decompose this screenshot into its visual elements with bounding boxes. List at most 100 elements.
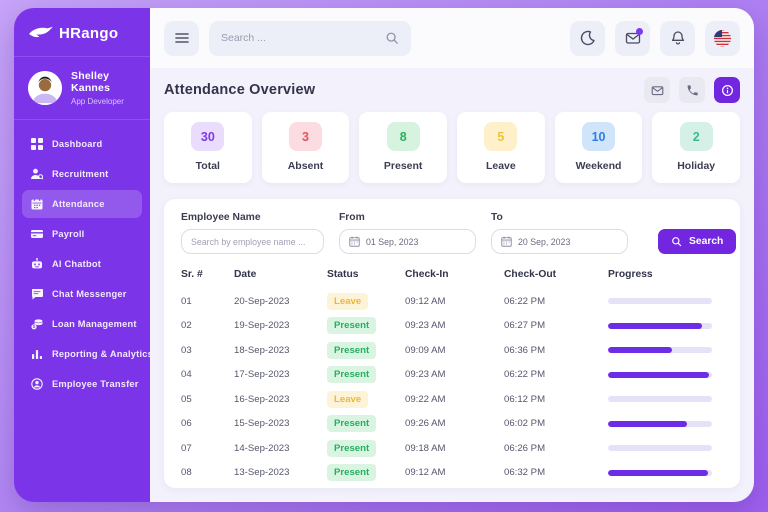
cell-sr: 08	[181, 467, 192, 479]
status-badge: Leave	[327, 292, 369, 310]
sidebar-item-chat-messenger[interactable]: Chat Messenger	[22, 280, 142, 308]
cell-status: Present	[327, 366, 405, 384]
bird-logo-icon	[29, 26, 53, 37]
messages-button[interactable]	[615, 20, 650, 56]
progress-track	[608, 469, 712, 476]
user-role: App Developer	[71, 97, 124, 106]
stat-card-absent: 3 Absent	[261, 112, 350, 183]
bell-icon	[671, 31, 684, 45]
progress-bar	[608, 371, 709, 378]
column-header-check-in: Check-In	[405, 269, 449, 280]
employee-name-input[interactable]	[191, 236, 314, 247]
sidebar-item-label: Employee Transfer	[52, 379, 139, 389]
dark-mode-button[interactable]	[570, 20, 605, 56]
email-action-button[interactable]	[644, 77, 670, 103]
language-button[interactable]	[705, 20, 740, 56]
sidebar-nav: Dashboard Recruitment Attendance Payroll…	[14, 120, 153, 408]
stat-value: 8	[386, 122, 420, 151]
employee-name-field[interactable]	[181, 229, 324, 254]
sidebar-item-recruitment[interactable]: Recruitment	[22, 160, 142, 188]
to-date-filter: To	[491, 212, 628, 254]
main-panel: Attendance Overview 30 Total	[150, 68, 754, 502]
column-header-sr: Sr. #	[181, 269, 203, 280]
status-badge: Present	[327, 317, 377, 335]
menu-button[interactable]	[164, 20, 199, 56]
menu-icon	[174, 33, 189, 43]
cell-sr: 03	[181, 344, 192, 356]
cell-status: Present	[327, 341, 405, 359]
sidebar-item-employee-transfer[interactable]: Employee Transfer	[22, 370, 142, 398]
payroll-icon	[31, 230, 43, 238]
cell-date: 15-Sep-2023	[234, 418, 290, 430]
column-header-progress: Progress	[608, 269, 653, 280]
search-input[interactable]	[221, 32, 377, 44]
sidebar-item-label: AI Chatbot	[52, 259, 101, 269]
search-icon	[672, 237, 682, 247]
cell-sr: 02	[181, 320, 192, 332]
cell-check-out: 06:22 PM	[504, 295, 546, 307]
cell-sr: 04	[181, 369, 192, 381]
logo-text: HRango	[59, 25, 119, 42]
recruitment-icon	[31, 168, 43, 180]
stat-label: Leave	[485, 160, 516, 172]
cell-status: Present	[327, 464, 405, 482]
from-date-input[interactable]	[366, 236, 466, 247]
calendar-icon	[501, 236, 512, 247]
cell-date: 16-Sep-2023	[234, 393, 290, 405]
stat-value: 3	[289, 122, 322, 151]
progress-track	[608, 420, 712, 427]
table-row: 07 14-Sep-2023 Present 09:18 AM 06:26 PM	[181, 436, 723, 461]
stat-value: 30	[191, 122, 225, 151]
cell-progress	[608, 298, 723, 305]
cell-date: 18-Sep-2023	[234, 344, 290, 356]
stat-label: Holiday	[677, 160, 716, 172]
notifications-button[interactable]	[660, 20, 695, 56]
from-date-field[interactable]	[339, 229, 476, 254]
sidebar-item-loan-management[interactable]: $ Loan Management	[22, 310, 142, 338]
mail-icon	[651, 85, 663, 95]
stat-card-holiday: 2 Holiday	[652, 112, 741, 183]
employee-name-filter: Employee Name	[181, 212, 324, 254]
stat-card-present: 8 Present	[359, 112, 448, 183]
sidebar-item-label: Loan Management	[52, 319, 137, 329]
cell-date: 14-Sep-2023	[234, 442, 290, 454]
calendar-icon	[31, 198, 43, 210]
employee-name-label: Employee Name	[181, 212, 261, 223]
sidebar-item-attendance[interactable]: Attendance	[22, 190, 142, 218]
sidebar-item-dashboard[interactable]: Dashboard	[22, 130, 142, 158]
search-button[interactable]: Search	[658, 229, 737, 254]
sidebar-item-reporting-analytics[interactable]: Reporting & Analytics	[22, 340, 153, 368]
to-label: To	[491, 212, 503, 223]
stat-label: Absent	[287, 160, 324, 172]
table-body: 01 20-Sep-2023 Leave 09:12 AM 06:22 PM 02 19-S…	[181, 289, 723, 485]
sidebar-item-label: Recruitment	[52, 169, 109, 179]
cell-check-out: 06:32 PM	[504, 467, 546, 479]
to-date-input[interactable]	[518, 236, 618, 247]
transfer-icon	[31, 378, 43, 390]
cell-status: Present	[327, 439, 405, 457]
user-profile[interactable]: Shelley Kannes App Developer	[14, 57, 150, 120]
cell-date: 19-Sep-2023	[234, 320, 290, 332]
status-badge: Present	[327, 415, 377, 433]
progress-bar	[608, 469, 708, 476]
info-action-button[interactable]	[714, 77, 740, 103]
cell-check-in: 09:23 AM	[405, 369, 446, 381]
call-action-button[interactable]	[679, 77, 705, 103]
cell-sr: 05	[181, 393, 192, 405]
sidebar-item-payroll[interactable]: Payroll	[22, 220, 142, 248]
status-badge: Present	[327, 464, 377, 482]
cell-sr: 07	[181, 442, 192, 454]
column-header-status: Status	[327, 269, 359, 280]
to-date-field[interactable]	[491, 229, 628, 254]
loan-icon: $	[31, 319, 43, 330]
sidebar-item-ai-chatbot[interactable]: AI Chatbot	[22, 250, 142, 278]
cell-progress	[608, 396, 723, 403]
stat-value: 10	[582, 122, 616, 151]
us-flag-icon	[713, 29, 732, 47]
stat-card-weekend: 10 Weekend	[554, 112, 643, 183]
unread-dot	[636, 27, 643, 35]
cell-status: Leave	[327, 390, 405, 408]
global-search[interactable]	[209, 20, 411, 56]
column-header-date: Date	[234, 269, 257, 280]
stat-card-leave: 5 Leave	[457, 112, 545, 183]
